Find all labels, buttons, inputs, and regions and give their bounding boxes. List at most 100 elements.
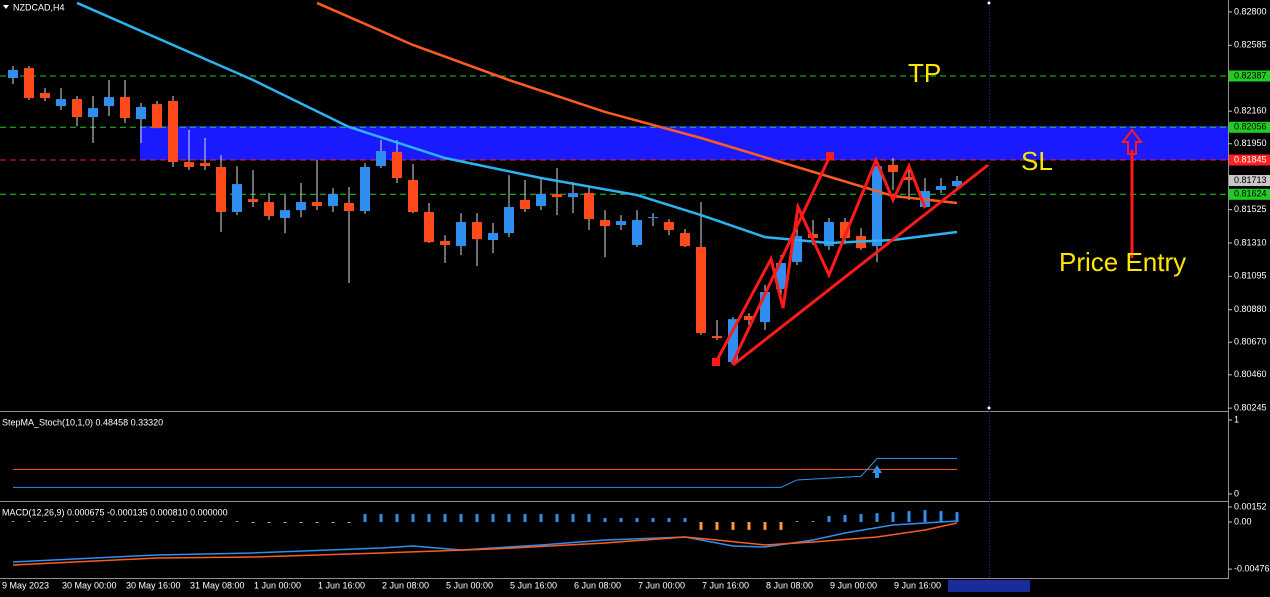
candle-body: [184, 162, 194, 168]
x-tick-label: 31 May 08:00: [190, 580, 245, 590]
candle-body: [536, 193, 546, 207]
x-tick-label: 9 Jun 00:00: [830, 580, 877, 590]
histogram-bar: [603, 518, 607, 522]
histogram-bar: [699, 521, 703, 530]
y-tick-label: 0: [1234, 488, 1239, 498]
candle-body: [584, 193, 594, 220]
drawings: TP SL Price Entry: [712, 1, 1186, 478]
histogram-bar: [587, 514, 591, 522]
price-box-label: 0.81845: [1234, 154, 1267, 164]
candle-body: [632, 220, 642, 246]
candle-body: [424, 211, 434, 243]
histogram-bar: [43, 521, 47, 522]
candle-body: [72, 99, 82, 118]
y-tick-label: 0.81525: [1234, 204, 1267, 214]
histogram-bar: [923, 510, 927, 522]
impulse-line: [730, 155, 832, 365]
candle-body: [808, 233, 818, 239]
trend-line: [732, 163, 989, 367]
candle-body: [840, 222, 850, 239]
histogram-bar: [315, 521, 319, 523]
x-tick-label: 30 May 00:00: [62, 580, 117, 590]
candle-body: [408, 180, 418, 212]
histogram-bar: [427, 514, 431, 522]
histogram-bar: [475, 514, 479, 522]
pane-title: StepMA_Stoch(10,1,0) 0.48458 0.33320: [2, 417, 163, 427]
price-box: [1229, 70, 1270, 82]
histogram-bar: [363, 514, 367, 522]
anchor-point: [826, 152, 834, 160]
histogram-bar: [395, 514, 399, 522]
indicator-line: [316, 1, 958, 205]
candle-body: [360, 167, 370, 212]
price-box-label: 0.82387: [1234, 70, 1267, 80]
price-box: [1229, 188, 1270, 200]
candle-body: [904, 177, 914, 181]
histogram-bar: [11, 521, 15, 522]
histogram-bar: [827, 516, 831, 522]
candle-body: [680, 233, 690, 247]
y-tick-label: 0.81310: [1234, 237, 1267, 247]
histogram-bar: [267, 521, 271, 523]
candle-body: [120, 97, 130, 119]
candle-body: [440, 240, 450, 246]
x-tick-label: 9 Jun 16:00: [894, 580, 941, 590]
y-tick-label: 1: [1234, 414, 1239, 424]
pane-title: NZDCAD,H4: [13, 2, 65, 12]
handle: [987, 1, 991, 5]
candle-body: [392, 151, 402, 179]
y-tick-label: 0.82160: [1234, 106, 1267, 116]
candle-body: [616, 221, 626, 226]
candle-body: [888, 164, 898, 172]
histogram-bar: [459, 514, 463, 522]
candle-body: [152, 104, 162, 129]
indicator-line: [76, 1, 958, 245]
candle-body: [8, 69, 18, 78]
price-box: [1229, 174, 1270, 186]
y-tick-label: 0.82585: [1234, 40, 1267, 50]
candle-body: [600, 220, 610, 227]
histogram-bar: [907, 511, 911, 522]
candle-body: [328, 193, 338, 207]
handle: [987, 406, 991, 410]
histogram-bar: [859, 514, 863, 522]
histogram-bar: [875, 513, 879, 522]
candle-body: [936, 186, 946, 190]
histogram-bar: [411, 514, 415, 522]
candle-body: [376, 151, 386, 167]
histogram-bar: [27, 521, 31, 522]
candle-body: [200, 162, 210, 167]
y-tick-label: 0.80245: [1234, 403, 1267, 413]
indicator-line: [12, 520, 958, 563]
histogram-bar: [763, 521, 767, 530]
candle-body: [456, 222, 466, 247]
candle-body: [40, 93, 50, 99]
x-tick-label: 7 Jun 00:00: [638, 580, 685, 590]
indicator-line: [12, 522, 958, 566]
candle-body: [520, 200, 530, 210]
candle-body: [344, 202, 354, 212]
candle-body: [696, 247, 706, 334]
candle-body: [232, 184, 242, 212]
entry-arrow-head: [1121, 128, 1143, 155]
histogram-bar: [683, 518, 687, 522]
histogram-bar: [251, 521, 255, 523]
candle-body: [472, 222, 482, 240]
histogram-bar: [331, 521, 335, 523]
time-highlight: [948, 580, 1030, 592]
candle-body: [744, 316, 754, 321]
histogram-bar: [491, 514, 495, 522]
histogram-bar: [139, 521, 143, 522]
candle-body: [824, 222, 834, 247]
candle-body: [760, 291, 770, 323]
pane-title: MACD(12,26,9) 0.000675 -0.000135 0.00081…: [2, 507, 228, 517]
histogram-bar: [379, 514, 383, 522]
candle-body: [296, 202, 306, 211]
histogram-bar: [539, 514, 543, 522]
histogram-bar: [795, 521, 799, 522]
histogram-bar: [715, 521, 719, 530]
histogram-bar: [107, 521, 111, 522]
candle-body: [488, 233, 498, 241]
candle-body: [24, 68, 34, 99]
